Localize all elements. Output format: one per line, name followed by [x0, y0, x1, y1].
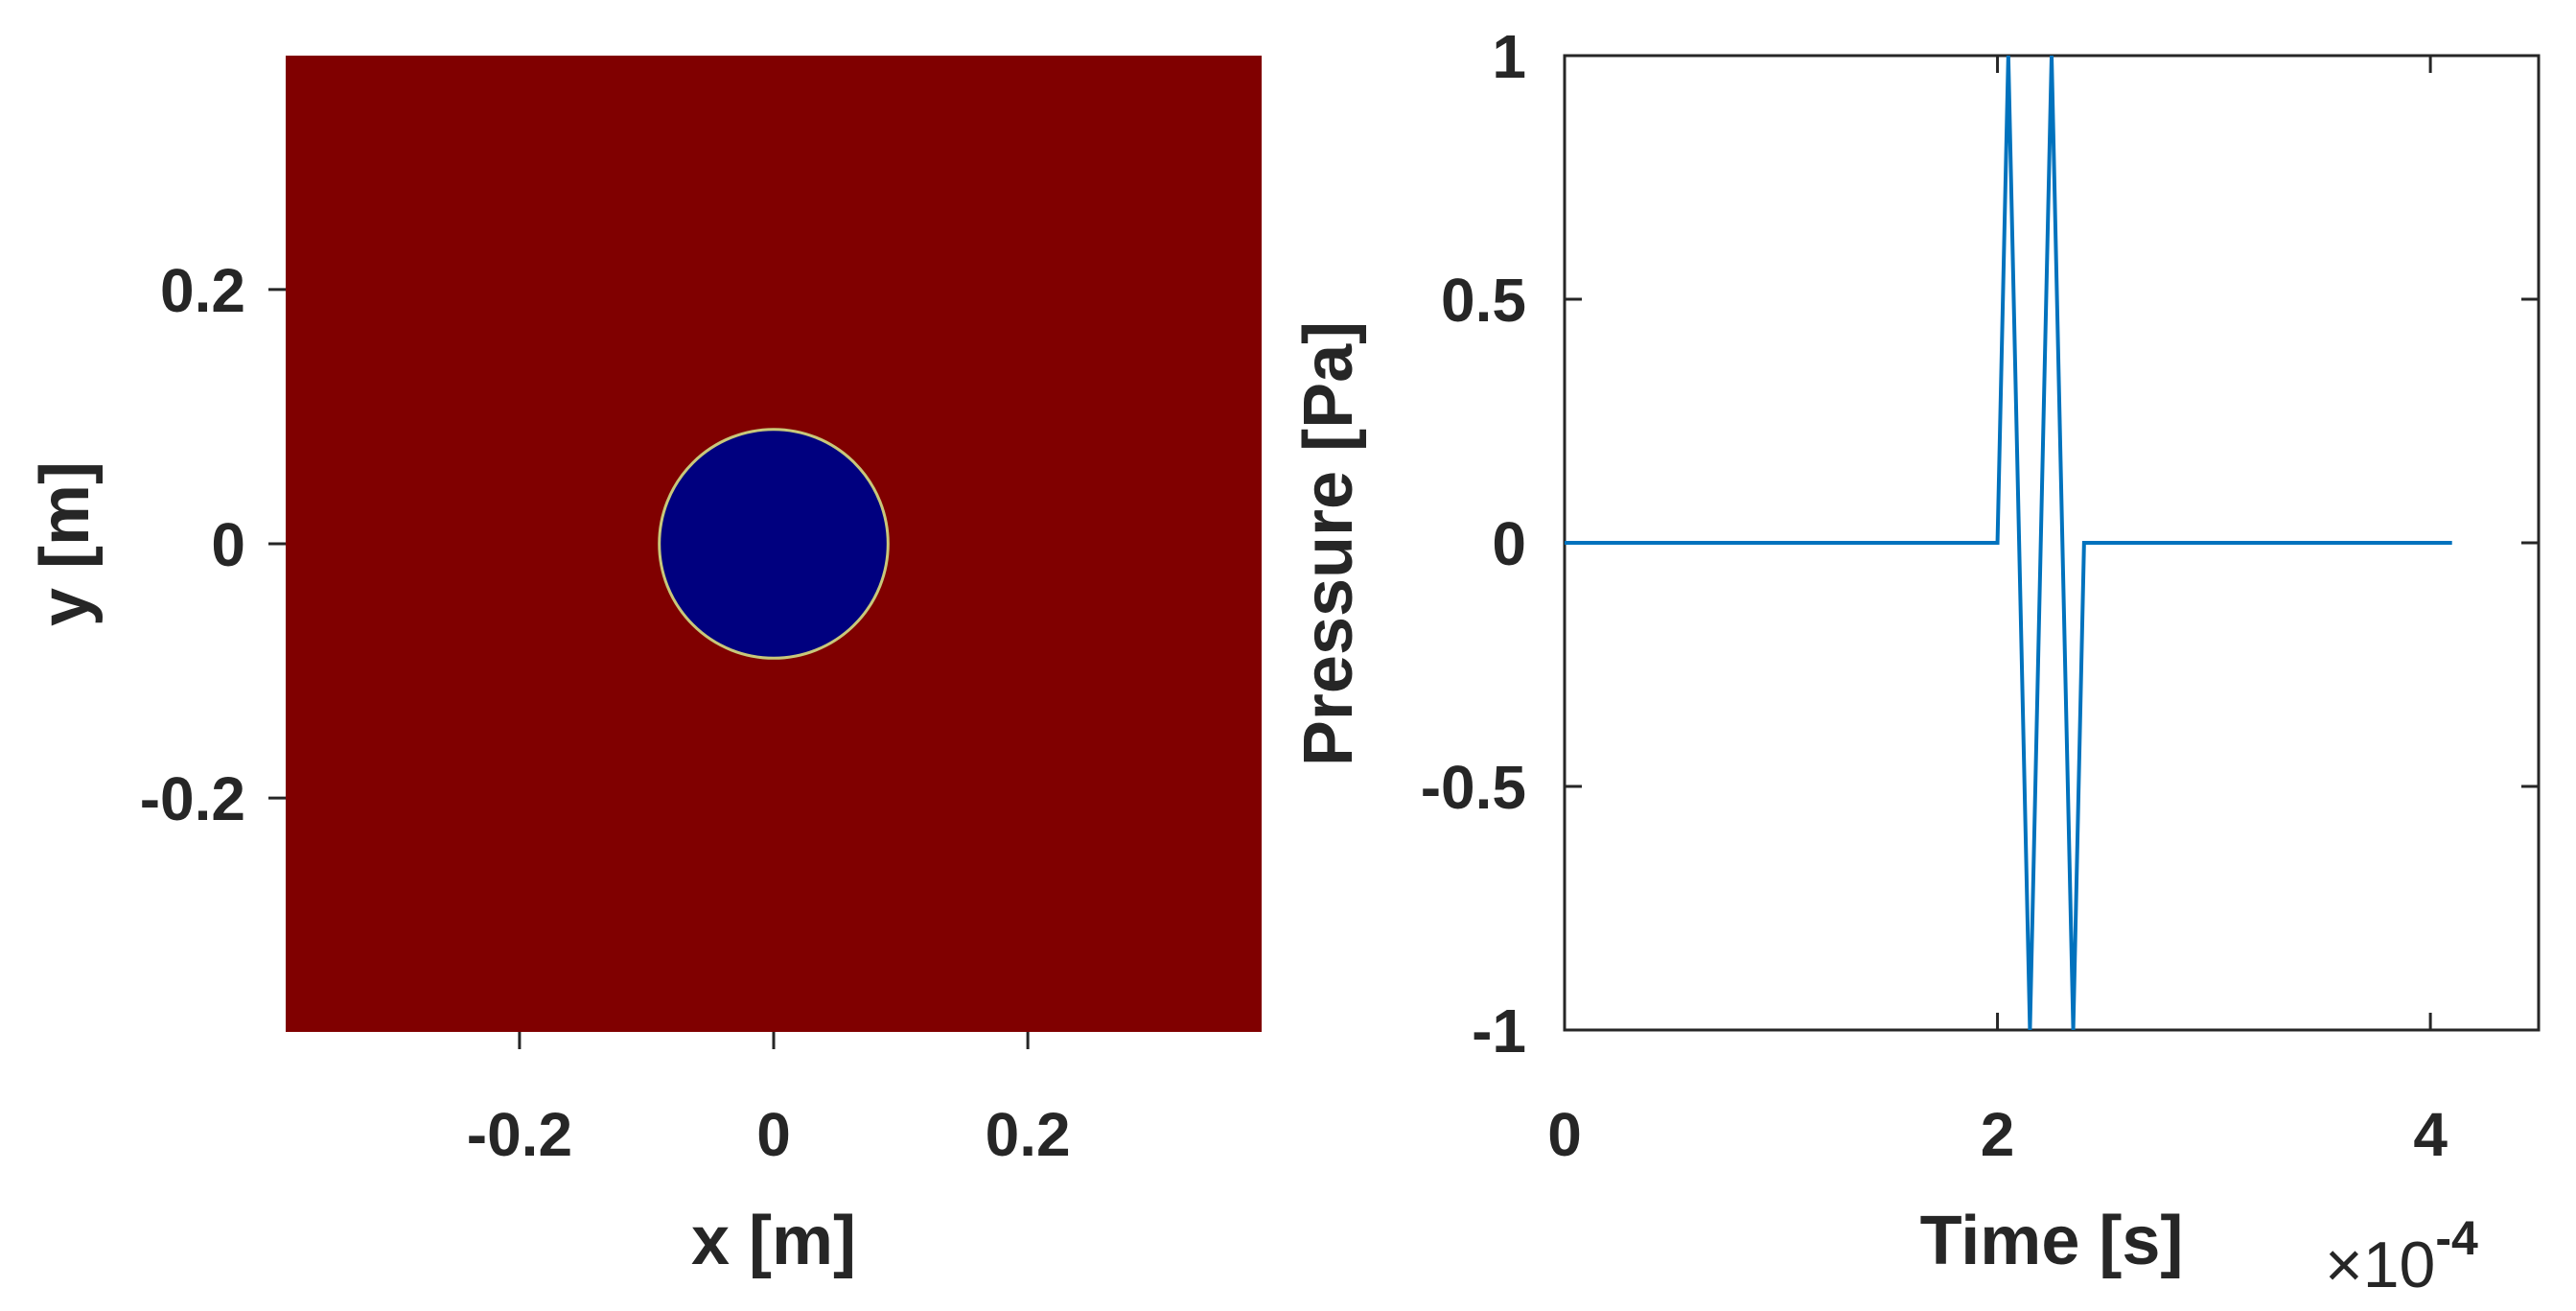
heatmap-x-ticks: -0.2 0 0.2	[467, 1032, 1071, 1169]
line-y-tick-label: 0	[1492, 509, 1526, 578]
heatmap-disc	[658, 428, 890, 660]
line-x-tick-label: 0	[1547, 1100, 1582, 1169]
heatmap-y-ticks: 0.2 0 -0.2	[140, 256, 286, 833]
heatmap-y-tick-label: 0.2	[160, 256, 245, 325]
x-axis-multiplier: ×10-4	[2325, 1211, 2478, 1301]
line-y-axis-label: Pressure [Pa]	[1290, 321, 1367, 766]
heatmap-y-tick-label: 0	[211, 510, 245, 579]
pressure-series-line	[1565, 55, 2452, 1031]
line-chart-panel: 0 2 4 1 0.5 0 -0.5 -1 Time [s] Pressure [Pa] ×…	[1290, 22, 2541, 1301]
line-y-tick-label: -1	[1472, 996, 1526, 1065]
line-y-tick-label: 1	[1492, 22, 1526, 91]
heatmap-x-axis-label: x [m]	[691, 1203, 856, 1279]
heatmap-x-tick-label: 0.2	[986, 1100, 1071, 1169]
heatmap-x-tick-label: -0.2	[467, 1100, 572, 1169]
line-y-ticks: 1 0.5 0 -0.5 -1	[1421, 22, 2539, 1065]
line-y-tick-label: 0.5	[1441, 266, 1526, 335]
heatmap-panel: -0.2 0 0.2 0.2 0 -0.2 x [m] y [m]	[27, 56, 1262, 1279]
line-x-ticks: 0 2 4	[1547, 56, 2448, 1169]
heatmap-y-tick-label: -0.2	[140, 764, 245, 833]
heatmap-y-axis-label: y [m]	[27, 461, 104, 626]
line-x-axis-label: Time [s]	[1920, 1203, 2184, 1279]
line-x-tick-label: 2	[1981, 1100, 2015, 1169]
heatmap-x-tick-label: 0	[756, 1100, 791, 1169]
line-x-tick-label: 4	[2413, 1100, 2448, 1169]
line-y-tick-label: -0.5	[1421, 753, 1526, 822]
